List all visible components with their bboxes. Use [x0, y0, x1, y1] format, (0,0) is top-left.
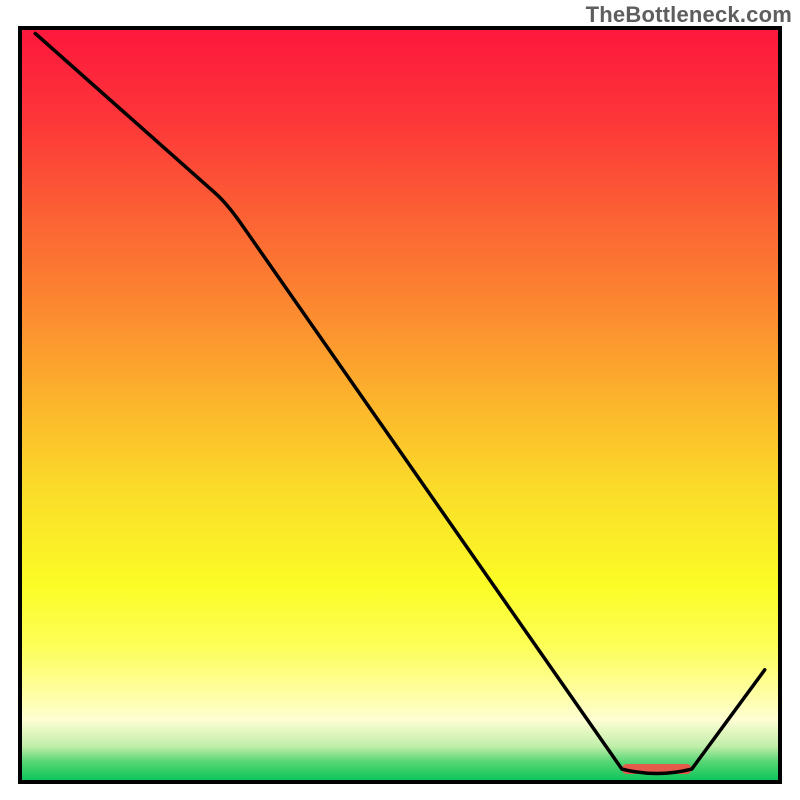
bottleneck-chart — [0, 0, 800, 800]
chart-gradient-background — [22, 30, 778, 780]
